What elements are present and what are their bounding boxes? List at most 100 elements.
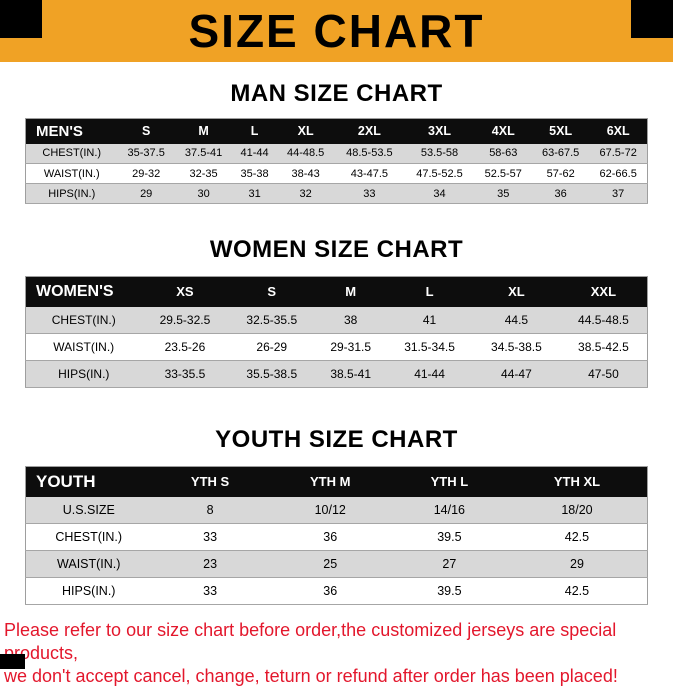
size-value-cell: 37 [612,187,625,200]
size-value-cell: 44.5-48.5 [578,312,629,327]
row-label: WAIST(IN.) [43,167,100,180]
size-value-cell: 33 [203,584,218,598]
size-value-cell: 23.5-26 [164,340,206,354]
women-section-heading: WOMEN SIZE CHART [209,236,464,263]
size-value-cell: 44-47 [501,367,532,381]
size-value-cell: 33 [203,530,218,544]
corner-square-bottom-left [0,654,25,669]
size-column-header: M [345,284,357,300]
size-value-cell: 36 [554,187,567,200]
size-value-cell: 58-63 [489,147,518,160]
size-column-header: XL [297,124,314,139]
size-column-header: S [142,124,151,139]
women-size-table: WOMEN'S XS S M L XL XXL CHEST(IN.) 29.5-32.5 32.5… [25,276,648,388]
size-value-cell: 39.5 [437,530,462,544]
size-value-cell: 48.5-53.5 [346,147,393,160]
row-label: CHEST(IN.) [42,147,102,160]
size-value-cell: 53.5-58 [420,147,459,160]
size-value-cell: 29 [570,557,584,571]
size-column-header: YTH M [310,474,351,490]
size-value-cell: 34 [433,187,446,200]
row-label: HIPS(IN.) [58,367,110,381]
size-column-header: 3XL [428,124,451,139]
corner-square-top-left [0,0,42,38]
size-value-cell: 38.5-42.5 [578,340,629,354]
corner-square-top-right [631,0,673,38]
size-value-cell: 35 [497,187,510,200]
size-value-cell: 32.5-35.5 [246,312,298,327]
page-title: SIZE CHART [188,5,485,57]
size-value-cell: 31 [248,187,261,200]
size-column-header: 5XL [549,124,573,139]
size-column-header: XS [176,284,194,300]
table-row: CHEST(IN.) 35-37.5 37.5-41 41-44 44-48.5 48.5… [25,143,648,164]
size-value-cell: 14/16 [433,502,465,517]
men-section-heading: MAN SIZE CHART [230,80,443,107]
table-row: WAIST(IN.) 29-32 32-35 35-38 38-43 43-47.5 47.… [25,163,648,184]
row-label: CHEST(IN.) [55,530,123,544]
size-value-cell: 23 [203,557,218,571]
size-value-cell: 36 [323,530,338,544]
size-column-header: YTH S [190,474,230,490]
table-row: HIPS(IN.) 33 36 39.5 42.5 [25,577,648,605]
size-value-cell: 57-62 [546,167,575,180]
size-value-cell: 32-35 [189,167,218,180]
size-value-cell: 35.5-38.5 [246,367,298,381]
table-row: U.S.SIZE 8 10/12 14/16 18/20 [25,496,648,524]
size-value-cell: 30 [197,187,210,200]
size-column-header: 2XL [357,124,381,139]
youth-section: YOUTH SIZE CHART YOUTH YTH S YTH M YTH L YTH… [0,426,673,605]
size-value-cell: 29 [140,187,153,200]
size-value-cell: 37.5-41 [184,147,223,160]
size-value-cell: 29.5-32.5 [159,312,211,327]
row-label: WAIST(IN.) [57,557,121,571]
size-column-header: 4XL [491,124,515,139]
footer-note: Please refer to our size chart before or… [4,619,673,688]
table-header-row: WOMEN'S XS S M L XL XXL [25,276,648,307]
size-value-cell: 44.5 [504,312,529,327]
size-value-cell: 10/12 [314,502,346,517]
size-value-cell: 35-37.5 [127,147,165,160]
table-row: WAIST(IN.) 23 25 27 29 [25,550,648,578]
size-value-cell: 67.5-72 [599,147,637,160]
women-section: WOMEN SIZE CHART WOMEN'S XS S M L XL XXL CHEST(… [0,236,673,388]
size-value-cell: 8 [206,502,214,517]
footer-note-line-2: we don't accept cancel, change, teturn o… [4,666,618,686]
size-value-cell: 36 [323,584,338,598]
size-value-cell: 38 [343,312,358,327]
footer-note-line-1: Please refer to our size chart before or… [4,620,617,663]
size-value-cell: 25 [323,557,338,571]
row-label: HIPS(IN.) [48,187,96,200]
size-value-cell: 41 [422,312,437,327]
size-column-header: M [198,124,209,139]
size-value-cell: 47-50 [588,367,619,381]
row-label: CHEST(IN.) [51,312,116,327]
size-value-cell: 18/20 [561,502,593,517]
size-column-header: XL [508,284,525,300]
size-value-cell: 41-44 [240,147,269,160]
size-value-cell: 29-31.5 [330,340,372,354]
table-header-row: MEN'S S M L XL 2XL 3XL 4XL 5XL 6XL [25,118,648,144]
size-value-cell: 41-44 [414,367,445,381]
size-value-cell: 44-48.5 [286,147,325,160]
table-row: CHEST(IN.) 29.5-32.5 32.5-35.5 38 41 44.5 44.5… [25,306,648,334]
size-column-header: 6XL [606,124,630,139]
size-value-cell: 26-29 [256,340,288,354]
men-section: MAN SIZE CHART MEN'S S M L XL 2XL 3XL 4XL 5XL 6XL… [0,80,673,204]
size-value-cell: 35-38 [240,167,269,180]
size-value-cell: 27 [442,557,457,571]
table-corner-header: YOUTH [36,471,96,491]
banner: SIZE CHART [0,0,673,62]
table-row: HIPS(IN.) 33-35.5 35.5-38.5 38.5-41 41-44 44-… [25,360,648,388]
size-value-cell: 52.5-57 [484,167,522,180]
table-row: CHEST(IN.) 33 36 39.5 42.5 [25,523,648,551]
youth-section-heading: YOUTH SIZE CHART [215,426,458,453]
size-column-header: YTH XL [553,474,601,490]
row-label: U.S.SIZE [62,502,115,517]
men-size-table: MEN'S S M L XL 2XL 3XL 4XL 5XL 6XL CHEST(IN.) 35-37… [25,118,648,204]
size-value-cell: 33-35.5 [164,367,206,381]
table-header-row: YOUTH YTH S YTH M YTH L YTH XL [25,466,648,497]
size-value-cell: 47.5-52.5 [416,167,463,180]
youth-size-table: YOUTH YTH S YTH M YTH L YTH XL U.S.SIZE 8 10/12… [25,466,648,605]
